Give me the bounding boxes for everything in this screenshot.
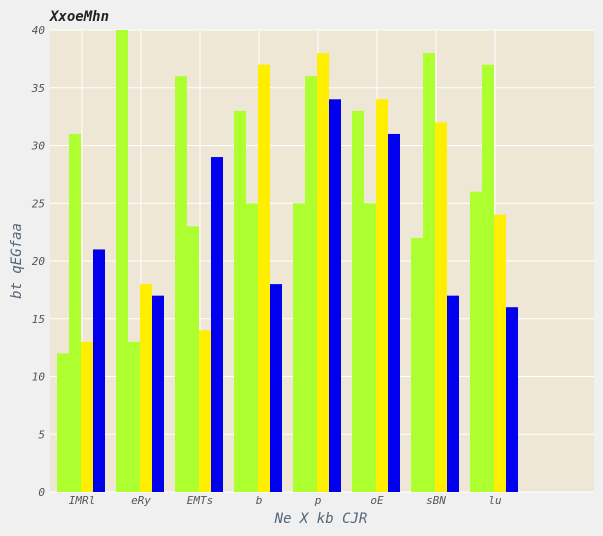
y-tick-label: 0 [38, 486, 45, 499]
y-tick-label: 15 [32, 313, 45, 326]
chart-title: XxoeMhn [49, 9, 109, 25]
x-tick-labels: IMRl eRy EMTs b p oE sBN lu [69, 494, 502, 507]
bar [69, 133, 81, 492]
bar [152, 295, 164, 492]
bar [211, 157, 223, 493]
bar [93, 249, 105, 492]
bar [494, 214, 506, 493]
y-tick-label: 35 [31, 82, 45, 95]
bar [246, 203, 258, 492]
x-tick-label: lu [488, 494, 502, 507]
bar [364, 203, 376, 492]
bar [175, 76, 187, 492]
y-tick-label: 5 [38, 428, 45, 441]
bar [234, 110, 246, 492]
y-tick-label: 30 [31, 140, 46, 153]
bar [187, 226, 199, 492]
x-tick-label: eRy [131, 494, 151, 507]
y-axis-label: bt qEGfaa [9, 223, 25, 299]
bar [423, 53, 435, 492]
y-tick-label: 20 [32, 255, 46, 268]
y-tick-label: 25 [32, 197, 45, 210]
bar [482, 64, 494, 493]
bar [258, 64, 270, 493]
bar [447, 295, 459, 492]
bar [352, 110, 364, 492]
x-tick-label: sBN [426, 494, 446, 507]
bar [305, 76, 317, 492]
x-tick-label: p [314, 494, 322, 507]
bar [376, 99, 388, 493]
bar [317, 53, 329, 492]
y-tick-label: 40 [32, 24, 46, 37]
bar [293, 203, 305, 492]
bar [128, 341, 140, 492]
bar [270, 284, 282, 492]
bar [470, 191, 482, 492]
bar [199, 330, 211, 492]
x-tick-label: oE [370, 494, 384, 507]
bar [140, 284, 152, 492]
x-tick-label: IMRl [69, 494, 96, 507]
bar [329, 99, 341, 493]
bar [388, 133, 400, 492]
bar [81, 341, 93, 492]
bar [116, 30, 128, 492]
x-tick-label: b [256, 494, 263, 507]
y-tick-label: 10 [32, 371, 46, 384]
y-tick-labels: 0 5 10 15 20 25 30 35 40 [31, 24, 46, 499]
bar [57, 353, 69, 492]
bar [506, 307, 518, 492]
bars [57, 30, 518, 493]
bar [435, 122, 447, 493]
x-axis-label: Ne X kb CJR [274, 511, 368, 527]
bar [411, 237, 423, 492]
x-tick-label: EMTs [187, 494, 214, 507]
